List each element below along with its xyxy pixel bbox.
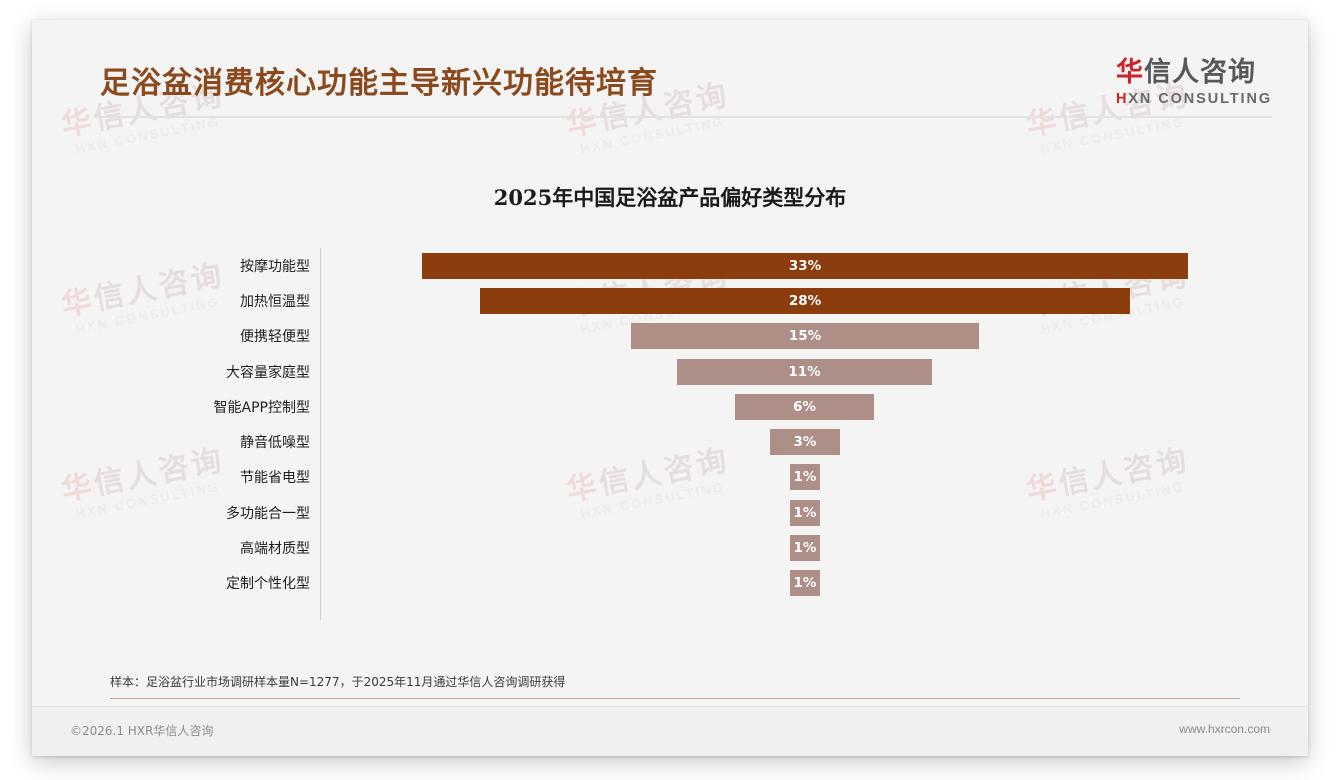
logo-chinese: 华信人咨询 (1116, 58, 1272, 88)
bar-track: 1% (321, 495, 1288, 530)
bar-value-label: 11% (788, 363, 821, 380)
company-logo: 华信人咨询 HXN CONSULTING (1116, 58, 1272, 107)
logo-english-red: H (1115, 90, 1129, 107)
logo-chinese-red: 华 (1115, 57, 1144, 88)
bar-row: 定制个性化型 1% (32, 566, 1308, 601)
bar-row: 大容量家庭型 11% (32, 354, 1308, 389)
bar-segment[interactable]: 11% (677, 358, 932, 385)
bar-row: 节能省电型 1% (32, 460, 1308, 495)
bar-track: 28% (321, 283, 1288, 318)
bar-track: 1% (321, 460, 1288, 495)
bar-segment[interactable]: 33% (422, 252, 1188, 279)
bar-segment[interactable]: 15% (631, 323, 979, 350)
bar-row: 加热恒温型 28% (32, 283, 1308, 318)
bar-track: 1% (321, 530, 1288, 565)
bar-category-label: 大容量家庭型 (226, 364, 310, 381)
slide-canvas: 华信人咨询 HXN CONSULTING 华信人咨询 HXN CONSULTING 华信… (32, 20, 1308, 756)
bar-value-label: 6% (793, 398, 816, 415)
bar-value-label: 1% (793, 575, 817, 592)
bar-category-label: 高端材质型 (240, 541, 310, 558)
slide-footer: ©2026.1 HXR华信人咨询 www.hxrcon.com (32, 706, 1308, 756)
footer-website: www.hxrcon.com (1179, 722, 1270, 736)
bar-category-label: 定制个性化型 (226, 576, 310, 593)
bar-track: 15% (321, 319, 1288, 354)
bar-track: 11% (321, 354, 1288, 389)
bar-segment[interactable]: 3% (770, 429, 840, 456)
bar-list: 按摩功能型 33% 加热恒温型 28% 便携轻便型 15% 大容量家庭型 11% 智能APP控制… (32, 248, 1308, 601)
bar-track: 33% (321, 248, 1288, 283)
bar-value-label: 1% (793, 540, 817, 557)
bar-value-label: 1% (793, 504, 817, 521)
bar-segment[interactable]: 6% (735, 393, 874, 420)
bar-row: 按摩功能型 33% (32, 248, 1308, 283)
bar-row: 静音低噪型 3% (32, 424, 1308, 459)
bar-segment[interactable]: 1% (790, 464, 820, 491)
bar-category-label: 静音低噪型 (240, 435, 310, 452)
bar-category-label: 便携轻便型 (240, 329, 310, 346)
bar-segment[interactable]: 1% (790, 535, 820, 562)
bar-row: 高端材质型 1% (32, 530, 1308, 565)
bar-row: 多功能合一型 1% (32, 495, 1308, 530)
bar-value-label: 1% (793, 469, 817, 486)
bar-category-label: 智能APP控制型 (213, 399, 310, 416)
bar-segment[interactable]: 28% (480, 287, 1130, 314)
title-divider (98, 116, 1272, 118)
category-axis-line (320, 248, 321, 620)
bar-track: 6% (321, 389, 1288, 424)
bar-category-label: 多功能合一型 (226, 505, 310, 522)
bar-row: 智能APP控制型 6% (32, 389, 1308, 424)
logo-english-rest: XN CONSULTING (1128, 90, 1272, 107)
bar-value-label: 28% (788, 292, 822, 309)
funnel-chart-plot: 按摩功能型 33% 加热恒温型 28% 便携轻便型 15% 大容量家庭型 11% 智能APP控制… (32, 248, 1308, 620)
bar-row: 便携轻便型 15% (32, 319, 1308, 354)
slide-header: 足浴盆消费核心功能主导新兴功能待培育 华信人咨询 HXN CONSULTING (32, 20, 1308, 120)
bar-track: 1% (321, 566, 1288, 601)
logo-chinese-rest: 信人咨询 (1143, 57, 1256, 88)
bar-value-label: 3% (793, 434, 817, 451)
bar-category-label: 节能省电型 (240, 470, 310, 487)
bar-category-label: 按摩功能型 (240, 258, 310, 275)
logo-english: HXN CONSULTING (1116, 91, 1272, 107)
page-title: 足浴盆消费核心功能主导新兴功能待培育 (100, 66, 658, 101)
bar-track: 3% (321, 424, 1288, 459)
footer-copyright: ©2026.1 HXR华信人咨询 (70, 724, 214, 738)
bar-segment[interactable]: 1% (790, 570, 820, 597)
chart-area: 2025年中国足浴盆产品偏好类型分布 按摩功能型 33% 加热恒温型 28% 便携轻便型… (32, 130, 1308, 620)
bar-value-label: 33% (788, 257, 822, 274)
bar-segment[interactable]: 1% (790, 499, 820, 526)
footnote-divider (110, 698, 1240, 699)
chart-title: 2025年中国足浴盆产品偏好类型分布 (493, 185, 847, 210)
sample-footnote: 样本：足浴盆行业市场调研样本量N=1277，于2025年11月通过华信人咨询调研… (110, 675, 566, 689)
bar-value-label: 15% (788, 328, 822, 345)
bar-category-label: 加热恒温型 (240, 293, 310, 310)
